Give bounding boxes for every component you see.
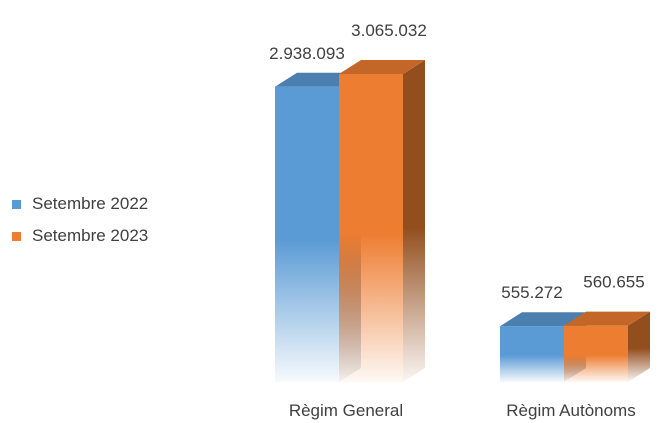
data-label-0-1: 3.065.032 xyxy=(351,21,427,40)
bar-1-1-side xyxy=(628,311,650,382)
legend-swatch-2022 xyxy=(12,199,21,209)
legend-label-2023: Setembre 2023 xyxy=(32,226,149,245)
legend-label-2022: Setembre 2022 xyxy=(32,194,149,213)
legend-item-2023: Setembre 2023 xyxy=(12,220,148,252)
data-label-1-0: 555.272 xyxy=(501,283,562,302)
bar-0-0-front xyxy=(275,86,339,382)
bar-0-1-side xyxy=(403,60,425,382)
bar-0-1-top xyxy=(339,60,425,74)
bar-1-0-top xyxy=(500,312,586,327)
data-label-1-1: 560.655 xyxy=(583,273,644,292)
bar-1-0-front xyxy=(500,326,564,382)
bar-1-1-top xyxy=(564,311,650,326)
bar-0-1-front xyxy=(339,74,403,382)
legend: Setembre 2022 Setembre 2023 xyxy=(12,188,148,252)
category-label-1: Règim Autònoms xyxy=(506,401,635,420)
legend-swatch-2023 xyxy=(12,231,21,241)
legend-item-2022: Setembre 2022 xyxy=(12,188,148,220)
bar-1-1-front xyxy=(564,325,628,382)
category-label-0: Règim General xyxy=(289,401,403,420)
data-label-0-0: 2.938.093 xyxy=(269,44,345,63)
